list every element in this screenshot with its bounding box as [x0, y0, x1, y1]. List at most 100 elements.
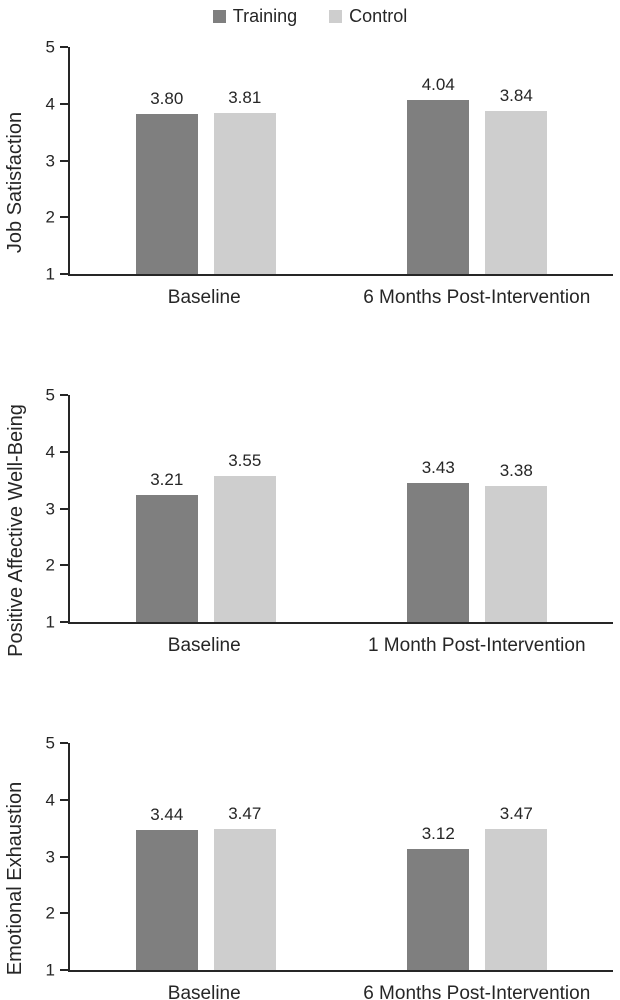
control-bar	[485, 486, 548, 622]
category-label: Baseline	[167, 983, 241, 1000]
legend-label-training: Training	[232, 5, 298, 26]
plot-area: 1 2 3 4 5 3.21 3.55 3.43 3.38	[46, 387, 613, 631]
bar-group: 3.21 3.55	[135, 451, 276, 622]
y-tick-label: 4	[45, 790, 55, 810]
bar-value-label: 3.44	[150, 805, 184, 825]
y-tick-label: 5	[45, 733, 55, 753]
legend-label-control: Control	[349, 5, 408, 26]
y-tick-mark: 5	[46, 735, 68, 752]
bar-value-label: 3.47	[228, 804, 262, 824]
control-bar	[485, 829, 548, 970]
category-label: 6 Months Post-Intervention	[363, 983, 591, 1000]
y-tick-label: 4	[45, 442, 55, 462]
y-tick-label: 3	[45, 499, 55, 518]
x-axis-labels: Baseline 1 Month Post-Intervention	[68, 624, 613, 665]
bar-value-label: 3.47	[499, 804, 533, 824]
legend-item-training: Training	[212, 5, 298, 27]
chart-positive-affective-well-being: Positive Affective Well-Being 1 2 3 4 5 3.21 3.…	[0, 387, 620, 665]
y-tick-label: 2	[45, 903, 55, 923]
y-tick-label: 1	[45, 960, 55, 980]
x-axis-labels: Baseline 6 Months Post-Intervention	[68, 972, 613, 1000]
y-tick-mark: 1	[46, 266, 68, 283]
y-tick-mark: 4	[46, 95, 68, 112]
bar-group: 3.12 3.47	[407, 804, 548, 970]
y-axis-title-text: Job Satisfaction	[4, 111, 27, 253]
training-bar	[135, 830, 198, 970]
bar-group: 3.80 3.81	[135, 88, 276, 274]
bar-with-label: 3.44	[135, 805, 198, 970]
bar-with-label: 4.04	[407, 75, 470, 274]
bar-group: 4.04 3.84	[407, 75, 548, 274]
y-tick-label: 2	[45, 207, 55, 227]
control-bar	[213, 113, 276, 274]
y-tick-label: 1	[45, 264, 55, 284]
y-tick-mark: 5	[46, 39, 68, 56]
y-tick-mark: 4	[46, 791, 68, 808]
category-label: Baseline	[167, 287, 241, 308]
y-tick-mark: 2	[46, 905, 68, 922]
y-tick-label: 2	[45, 555, 55, 575]
bar-group: 3.43 3.38	[407, 458, 548, 622]
bar-value-label: 3.81	[228, 88, 262, 108]
plot-row: 1 2 3 4 5 3.80 3.81 4.04 3.84	[46, 39, 613, 283]
control-bar	[213, 476, 276, 622]
bar-with-label: 3.80	[135, 89, 198, 274]
bar-with-label: 3.38	[485, 461, 548, 622]
bar-with-label: 3.47	[485, 804, 548, 970]
y-tick-label: 5	[45, 37, 55, 57]
training-bar	[135, 495, 198, 622]
training-bar	[407, 849, 470, 970]
chart-emotional-exhaustion: Emotional Exhaustion 1 2 3 4 5 3.44 3.47 3.12 3.4…	[0, 735, 620, 1000]
bar-value-label: 3.55	[228, 451, 262, 471]
bar-value-label: 3.84	[499, 86, 533, 106]
y-tick-mark: 1	[46, 962, 68, 979]
training-bar	[135, 114, 198, 274]
y-axis-title: Job Satisfaction	[0, 47, 32, 317]
category-label: 6 Months Post-Intervention	[363, 287, 591, 308]
y-tick-label: 3	[45, 847, 55, 866]
category-label: Baseline	[167, 635, 241, 656]
legend-item-control: Control	[329, 6, 407, 27]
category-label: 1 Month Post-Intervention	[367, 635, 586, 656]
y-tick-mark: 1	[46, 614, 68, 631]
bar-value-label: 3.80	[150, 89, 184, 109]
y-tick-label: 1	[45, 612, 55, 632]
y-tick-label: 5	[45, 385, 55, 405]
control-bar	[485, 111, 548, 274]
y-axis-title-text: Emotional Exhaustion	[4, 781, 27, 975]
charts-container: Job Satisfaction 1 2 3 4 5 3.80 3.81 4.04 3.84 Bas…	[0, 39, 620, 1000]
bar-with-label: 3.55	[213, 451, 276, 622]
y-tick-label: 3	[45, 151, 55, 170]
y-tick-mark: 3	[46, 152, 68, 169]
bar-with-label: 3.43	[407, 458, 470, 622]
training-color-swatch	[212, 9, 226, 23]
y-tick-mark: 2	[46, 557, 68, 574]
bar-value-label: 3.43	[421, 458, 455, 478]
chart-job-satisfaction: Job Satisfaction 1 2 3 4 5 3.80 3.81 4.04 3.84 Bas…	[0, 39, 620, 317]
bar-value-label: 3.38	[499, 461, 533, 481]
y-tick-mark: 3	[46, 500, 68, 517]
bar-with-label: 3.12	[407, 824, 470, 970]
y-axis-title: Emotional Exhaustion	[0, 743, 32, 1000]
y-axis-title-text: Positive Affective Well-Being	[4, 403, 27, 657]
bar-with-label: 3.84	[485, 86, 548, 274]
chart-legend: Training Control	[0, 0, 620, 29]
control-bar	[213, 829, 276, 970]
plot-row: 1 2 3 4 5 3.44 3.47 3.12 3.47	[46, 735, 613, 979]
training-bar	[407, 100, 470, 274]
bar-value-label: 3.12	[421, 824, 455, 844]
bar-with-label: 3.47	[213, 804, 276, 970]
plot-area: 1 2 3 4 5 3.80 3.81 4.04 3.84	[46, 39, 613, 283]
y-tick-mark: 5	[46, 387, 68, 404]
x-axis-labels: Baseline 6 Months Post-Intervention	[68, 276, 613, 317]
y-tick-label: 4	[45, 94, 55, 114]
y-tick-mark: 2	[46, 209, 68, 226]
plot-area: 1 2 3 4 5 3.44 3.47 3.12 3.47	[46, 735, 613, 979]
bar-value-label: 4.04	[421, 75, 455, 95]
bar-group: 3.44 3.47	[135, 804, 276, 970]
bar-with-label: 3.81	[213, 88, 276, 274]
y-axis-title: Positive Affective Well-Being	[0, 395, 32, 665]
training-bar	[407, 483, 470, 622]
control-color-swatch	[329, 9, 343, 23]
